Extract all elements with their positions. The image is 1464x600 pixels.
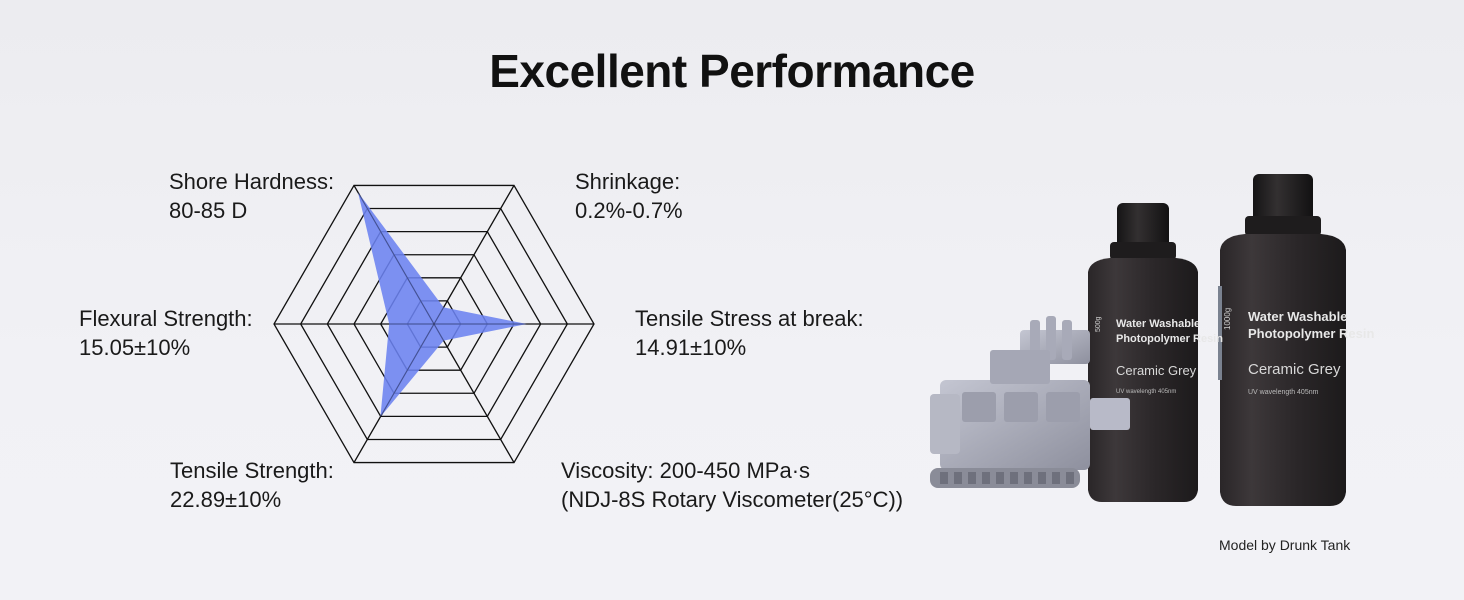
axis-title: Flexural Strength: [79,306,253,331]
axis-label-tensile-strength: Tensile Strength: 22.89±10% [170,456,334,514]
axis-value: (NDJ-8S Rotary Viscometer(25°C)) [561,487,904,512]
grid-spoke-overlay [353,185,435,325]
printed-model [930,316,1130,488]
bottle-large-size: 1000g [1223,308,1232,330]
axis-label-flexural-strength: Flexural Strength: 15.05±10% [79,304,253,362]
axis-value: 0.2%-0.7% [575,198,683,223]
axis-value: 80-85 D [169,198,248,223]
bottle-large-spec: UV wavelength 405nm [1248,389,1319,396]
axis-label-shrinkage: Shrinkage: 0.2%-0.7% [575,167,683,225]
axis-value: 14.91±10% [635,335,747,360]
axis-title: Shrinkage: [575,169,681,194]
bottle-small-color: Ceramic Grey [1116,363,1197,378]
axis-label-shore-hardness: Shore Hardness: 80-85 D [169,167,334,225]
bottle-large-line2: Photopolymer Resin [1248,326,1374,341]
grid-spoke-overlay [433,323,515,463]
grid-spoke [433,323,515,463]
page-title: Excellent Performance [489,45,975,97]
axis-title: Tensile Strength: [170,458,334,483]
axis-value: 15.05±10% [79,335,191,360]
data-area [358,192,527,417]
bottle-large-line1: Water Washable [1248,309,1347,324]
axis-label-tensile-stress: Tensile Stress at break: 14.91±10% [635,304,864,362]
grid-spoke [433,185,515,325]
bottle-small-line1: Water Washable [1116,318,1200,330]
axis-label-viscosity: Viscosity: 200-450 MPa·s (NDJ-8S Rotary … [561,456,903,514]
axis-value: 22.89±10% [170,487,282,512]
axis-title: Shore Hardness: [169,169,335,194]
model-credit: Model by Drunk Tank [1219,537,1351,553]
bottle-small-spec: UV wavelength 405nm [1116,389,1176,395]
axis-title: Tensile Stress at break: [635,306,864,331]
bottle-small-size: 500g [1095,316,1102,332]
axis-title: Viscosity: 200-450 MPa·s [561,458,811,483]
resin-bottle-large: Water Washable Photopolymer Resin Cerami… [1218,174,1374,506]
resin-bottle-small: Water Washable Photopolymer Resin Cerami… [1088,203,1223,502]
bottle-large-color: Ceramic Grey [1248,361,1341,378]
grid-spoke-overlay [353,323,435,463]
bottle-small-line2: Photopolymer Resin [1116,333,1223,345]
grid-spoke-overlay [433,185,515,325]
